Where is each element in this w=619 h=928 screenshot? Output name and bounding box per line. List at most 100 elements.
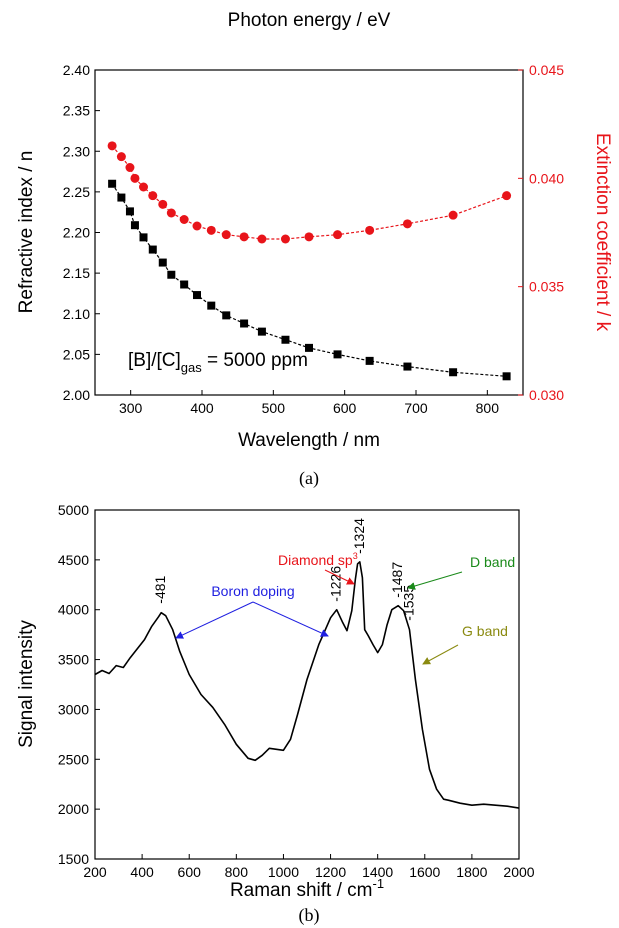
y-tick-label: 3000 [58, 701, 89, 717]
annotation-boron-doping: Boron doping [175, 583, 329, 639]
k-data-point [365, 225, 375, 235]
x-tick-label: 700 [404, 400, 428, 416]
k-data-point [158, 199, 168, 209]
n-data-point [125, 207, 134, 216]
x-tick-label: 600 [333, 400, 357, 416]
x-tick-label: 400 [130, 864, 154, 880]
peak-label: -1535 [401, 585, 417, 621]
plot-b-frame [94, 509, 520, 860]
annotation-diamond: Diamond sp3 [278, 551, 358, 585]
y2-tick-label: 0.040 [529, 170, 564, 186]
y-tick-label: 4000 [58, 602, 89, 618]
x-tick-label: 1800 [456, 864, 487, 880]
k-data-point [107, 141, 117, 151]
k-data-point [333, 230, 343, 240]
plot-a-y-axis-label: Refractive index / n [16, 151, 37, 314]
x-tick-label: 300 [119, 400, 143, 416]
y-tick-label: 2000 [58, 801, 89, 817]
n-data-point [257, 327, 266, 336]
y2-tick-label: 0.035 [529, 279, 564, 295]
k-data-point [280, 234, 290, 244]
y-tick-label: 2.00 [63, 387, 90, 403]
x-tick-label: 1600 [409, 864, 440, 880]
n-data-point [148, 245, 157, 254]
n-data-point [281, 335, 290, 344]
y-tick-label: 2.30 [63, 143, 90, 159]
boron-doping-label: Boron doping [211, 583, 294, 599]
plot-a-top-axis-label: Photon energy / eV [228, 10, 391, 31]
n-data-point [139, 233, 148, 242]
n-data-point [305, 343, 313, 352]
n-fit-line [111, 183, 507, 377]
n-data-point [130, 221, 139, 230]
n-data-point [180, 280, 189, 289]
plot-a-y2-axis-label: Extinction coefficient / k [592, 133, 613, 332]
diamond-sp3-label: Diamond sp3 [278, 551, 358, 568]
panel-b: 200 400 600 800 1000 1200 1400 1600 1800 2000 1500… [16, 502, 535, 926]
n-data-point [193, 291, 202, 300]
d-band-label: D band [470, 554, 515, 570]
peak-label: -1487 [389, 562, 405, 598]
k-data-point [125, 163, 135, 172]
x-tick-label: 1400 [362, 864, 393, 880]
peak-label: -1226 [328, 566, 344, 602]
k-data-point [206, 225, 216, 235]
y-tick-label: 2.35 [63, 103, 90, 119]
plot-b-y-axis-label: Signal intensity [16, 620, 37, 748]
plot-a-fit-lines [111, 145, 507, 377]
panel-b-caption: (b) [299, 905, 320, 926]
n-data-point [167, 270, 176, 279]
n-data-point [158, 258, 167, 267]
annotation-d-band: D band [407, 554, 515, 590]
k-data-point [179, 215, 189, 224]
plot-a-ticks: 300 400 500 600 700 800 2.00 2.05 2.10 2.15 2.20 2.… [63, 62, 564, 416]
y-tick-label: 2.25 [63, 184, 90, 200]
panel-a-caption: (a) [299, 468, 319, 489]
d-band-arrow [407, 571, 463, 590]
x-tick-label: 1200 [315, 864, 346, 880]
y-tick-label: 2.20 [63, 225, 90, 241]
y-tick-label: 2.40 [63, 62, 90, 78]
x-tick-label: 2000 [503, 864, 534, 880]
k-data-point [139, 182, 149, 192]
raman-spectrum-line [94, 561, 520, 809]
n-data-point [240, 319, 249, 328]
n-data-point [108, 179, 117, 188]
g-band-arrow [422, 644, 459, 665]
panel-a: 300 400 500 600 700 800 2.00 2.05 2.10 2.15 2.20 2.… [16, 10, 613, 489]
k-data-point [116, 152, 126, 162]
y-tick-label: 1500 [58, 851, 89, 867]
y-tick-label: 2.15 [63, 265, 90, 281]
n-data-point [207, 301, 216, 310]
y2-tick-label: 0.045 [529, 62, 564, 78]
k-data-point [221, 230, 231, 240]
k-data-point [192, 221, 202, 231]
y-tick-label: 2500 [58, 751, 89, 767]
plot-b-x-axis-label: Raman shift / cm-1 [230, 876, 384, 901]
n-data-point [365, 356, 374, 365]
x-tick-label: 600 [178, 864, 202, 880]
plot-b-spectrum [94, 561, 520, 809]
plot-a-annotation: [B]/[C]gas = 5000 ppm [128, 350, 308, 375]
k-data-point [166, 208, 176, 218]
x-tick-label: 1000 [268, 864, 299, 880]
k-data-point [304, 232, 314, 242]
y-tick-label: 2.10 [63, 306, 90, 322]
n-data-point [117, 193, 126, 202]
k-data-point [502, 191, 512, 201]
x-tick-label: 200 [83, 864, 107, 880]
k-data-point [402, 219, 412, 229]
k-data-point [257, 234, 267, 244]
x-tick-label: 500 [262, 400, 286, 416]
peak-label: -1324 [351, 518, 367, 554]
n-data-point [222, 311, 231, 320]
n-data-point [403, 362, 412, 371]
y-tick-label: 3500 [58, 652, 89, 668]
k-data-point [448, 210, 458, 220]
plot-a-x-axis-label: Wavelength / nm [238, 430, 380, 451]
plot-b-peak-labels: -481 -1226 -1324 -1487-1535 [152, 518, 416, 621]
annotation-g-band: G band [422, 623, 508, 665]
x-tick-label: 800 [225, 864, 249, 880]
n-data-point [502, 372, 511, 381]
